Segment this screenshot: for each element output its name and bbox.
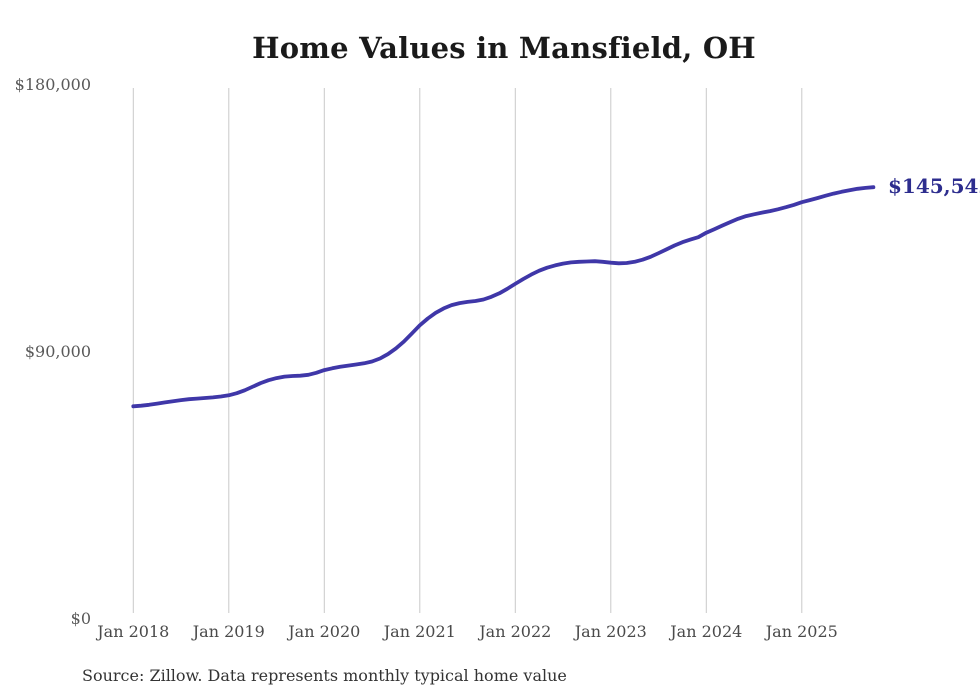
x-tick-label: Jan 2024 (670, 622, 743, 641)
home-value-line (131, 185, 876, 409)
chart-title: Home Values in Mansfield, OH (252, 31, 756, 65)
y-tick-label: $90,000 (24, 342, 91, 361)
source-note: Source: Zillow. Data represents monthly … (82, 666, 567, 685)
x-tick-label: Jan 2021 (383, 622, 456, 641)
x-tick-label: Jan 2025 (765, 622, 838, 641)
x-tick-label: Jan 2022 (479, 622, 552, 641)
gridlines (132, 88, 803, 613)
latest-value-label: $145,542 (888, 174, 980, 198)
x-tick-label: Jan 2019 (192, 622, 265, 641)
y-tick-label: $180,000 (14, 75, 91, 94)
y-tick-label: $0 (70, 609, 91, 628)
x-tick-label: Jan 2018 (97, 622, 170, 641)
x-tick-label: Jan 2020 (288, 622, 361, 641)
x-tick-label: Jan 2023 (574, 622, 647, 641)
